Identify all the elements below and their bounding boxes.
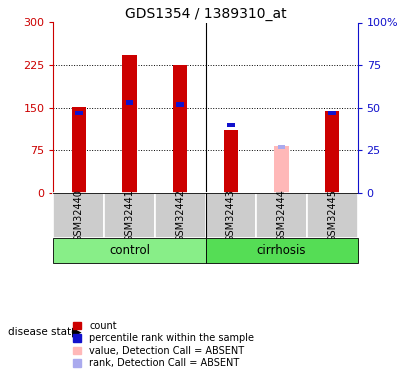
Bar [104,193,155,238]
Title: GDS1354 / 1389310_at: GDS1354 / 1389310_at [125,8,286,21]
Bar [122,56,136,193]
Bar [173,65,187,193]
Bar [328,111,336,115]
Bar [155,193,206,238]
Bar [275,146,289,193]
Bar [307,193,358,238]
Bar [53,238,206,262]
Bar [126,100,133,105]
Bar [325,111,339,193]
Bar [256,193,307,238]
Bar [206,238,358,262]
Bar [53,193,104,238]
Text: GSM32440: GSM32440 [74,189,84,242]
Bar [72,106,86,193]
Text: GSM32445: GSM32445 [327,189,337,242]
Text: disease state: disease state [8,327,78,337]
Text: GSM32444: GSM32444 [277,189,286,242]
Text: ▶: ▶ [72,326,81,338]
Text: GSM32442: GSM32442 [175,189,185,242]
Text: GSM32441: GSM32441 [125,189,134,242]
Bar [206,193,256,238]
Bar [176,102,184,106]
Bar [227,123,235,127]
Text: cirrhosis: cirrhosis [257,244,306,256]
Text: control: control [109,244,150,256]
Bar [75,111,83,115]
Legend: count, percentile rank within the sample, value, Detection Call = ABSENT, rank, : count, percentile rank within the sample… [71,319,256,370]
Bar [278,145,285,149]
Bar [224,130,238,193]
Text: GSM32443: GSM32443 [226,189,236,242]
